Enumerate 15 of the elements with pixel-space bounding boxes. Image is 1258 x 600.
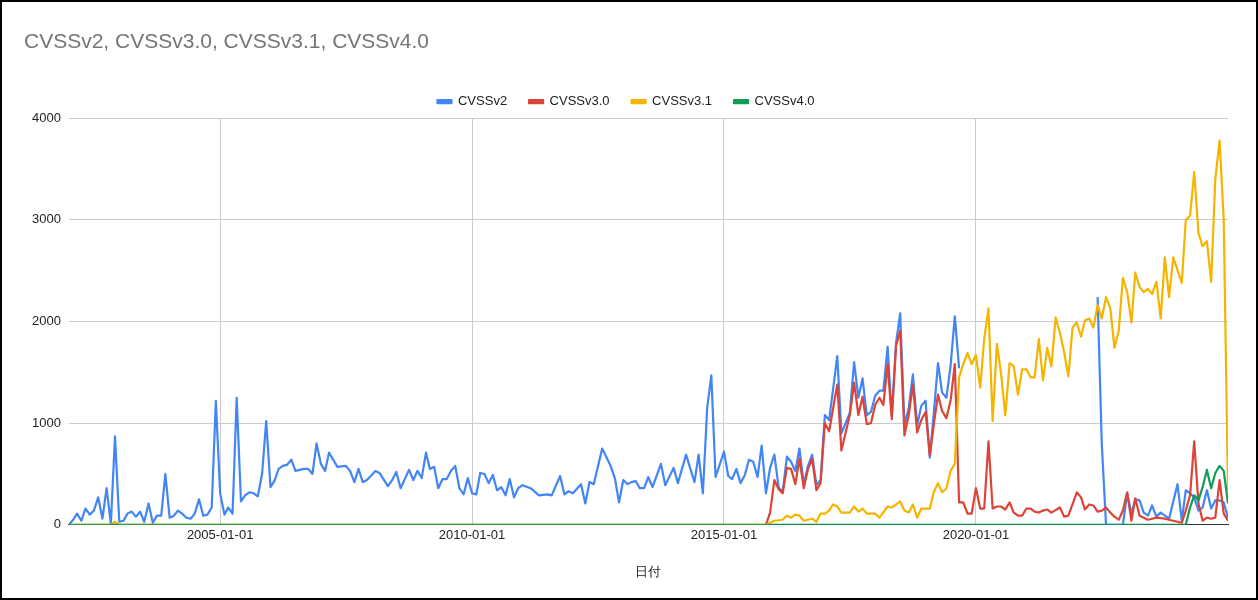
y-tick-label: 3000 [32, 211, 61, 227]
x-axis-title: 日付 [635, 563, 662, 579]
chart-title: CVSSv2, CVSSv3.0, CVSSv3.1, CVSSv4.0 [24, 29, 430, 53]
y-tick-label: 1000 [32, 414, 61, 430]
y-tick-label: 4000 [32, 109, 61, 125]
x-tick-label: 2005-01-01 [186, 527, 254, 543]
legend-label: CVSSv4.0 [754, 93, 815, 109]
x-tick-label: 2010-01-01 [438, 527, 506, 543]
y-tick-label: 2000 [32, 313, 61, 329]
y-tick-label: 0 [53, 516, 61, 532]
legend-label: CVSSv2 [457, 93, 508, 109]
legend-label: CVSSv3.1 [652, 93, 713, 109]
x-tick-label: 2015-01-01 [690, 527, 758, 543]
x-tick-label: 2020-01-01 [942, 527, 1010, 543]
legend-label: CVSSv3.0 [549, 93, 610, 109]
